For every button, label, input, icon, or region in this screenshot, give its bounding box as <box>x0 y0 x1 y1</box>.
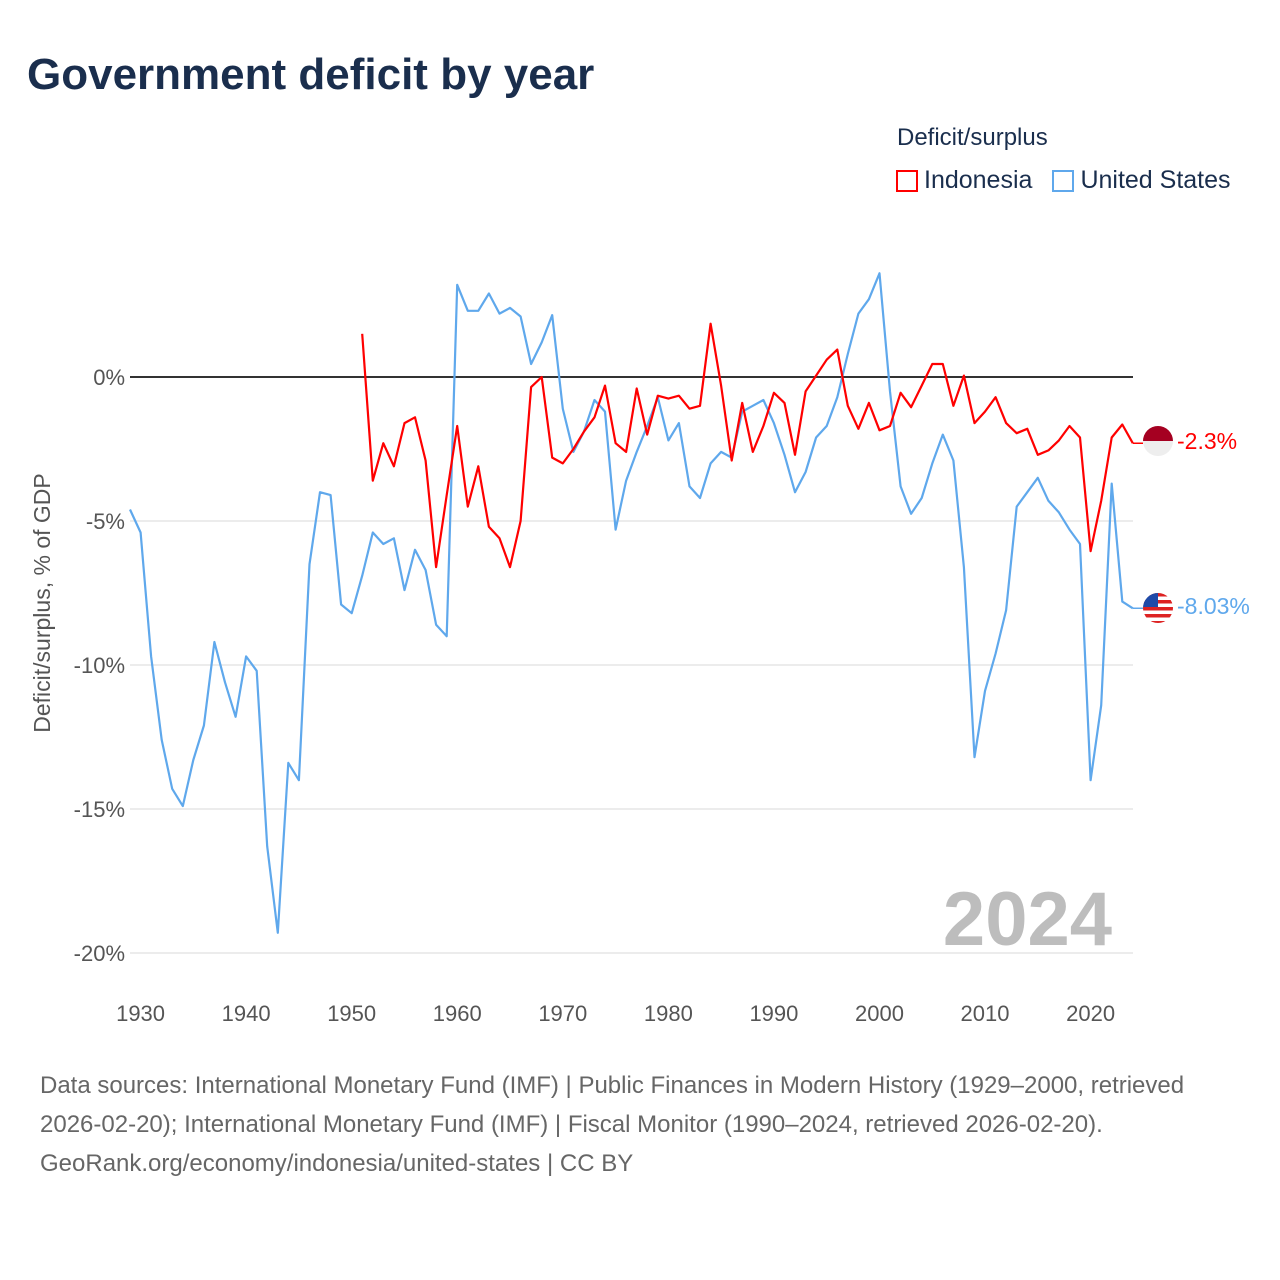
footer: Data sources: International Monetary Fun… <box>40 1066 1240 1183</box>
x-tick-label: 1940 <box>222 1001 271 1026</box>
x-tick-label: 1950 <box>327 1001 376 1026</box>
indonesia-end-label: -2.3% <box>1177 428 1237 454</box>
x-tick-label: 1990 <box>749 1001 798 1026</box>
x-tick-label: 1980 <box>644 1001 693 1026</box>
y-tick-label: -15% <box>74 797 125 822</box>
series-line-united-states[interactable] <box>129 272 1134 934</box>
x-tick-label: 2010 <box>961 1001 1010 1026</box>
series-line-indonesia[interactable] <box>361 322 1134 569</box>
y-tick-label: -20% <box>74 941 125 966</box>
y-tick-label: -10% <box>74 653 125 678</box>
y-tick-label: 0% <box>93 365 125 390</box>
legend-title: Deficit/surplus <box>897 124 1048 151</box>
united-states-flag-icon <box>1143 593 1173 623</box>
united-states-end-label: -8.03% <box>1177 593 1250 619</box>
legend: Indonesia United States <box>896 166 1231 195</box>
legend-label: United States <box>1080 166 1231 194</box>
x-tick-label: 2000 <box>855 1001 904 1026</box>
y-tick-label: -5% <box>86 509 125 534</box>
y-axis-label: Deficit/surplus, % of GDP <box>29 473 55 732</box>
x-tick-label: 1960 <box>433 1001 482 1026</box>
legend-item-united-states[interactable]: United States <box>1052 166 1231 195</box>
x-tick-label: 2020 <box>1066 1001 1115 1026</box>
data-sources: Data sources: International Monetary Fun… <box>40 1072 1185 1138</box>
legend-swatch-indonesia <box>896 169 918 192</box>
x-tick-label: 1970 <box>538 1001 587 1026</box>
legend-item-indonesia[interactable]: Indonesia <box>896 166 1032 195</box>
indonesia-flag-icon <box>1143 426 1173 456</box>
credit-link[interactable]: GeoRank.org/economy/indonesia/united-sta… <box>40 1150 634 1177</box>
x-tick-label: 1930 <box>116 1001 165 1026</box>
legend-label: Indonesia <box>924 166 1033 194</box>
current-year-label: 2024 <box>943 877 1112 962</box>
chart-title: Government deficit by year <box>27 50 595 99</box>
legend-swatch-united-states <box>1052 169 1075 192</box>
